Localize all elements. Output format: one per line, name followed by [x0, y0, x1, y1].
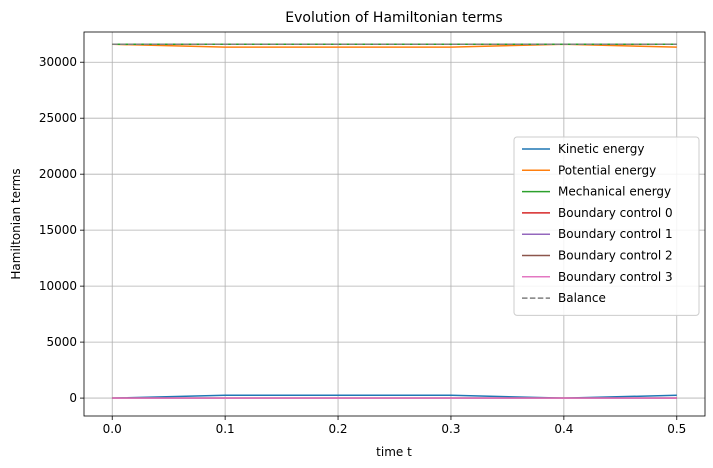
y-tick-label: 30000 [39, 55, 77, 69]
legend-label: Mechanical energy [558, 185, 671, 199]
legend-box [513, 136, 700, 316]
x-tick-label: 0.1 [216, 422, 235, 436]
legend-label: Boundary control 3 [558, 270, 673, 284]
legend-label: Kinetic energy [558, 142, 644, 156]
y-tick-label: 5000 [46, 335, 77, 349]
legend-label: Balance [558, 291, 606, 305]
chart-title: Evolution of Hamiltonian terms [285, 10, 502, 26]
y-axis-label: Hamiltonian terms [9, 168, 23, 279]
legend: Kinetic energy Potential energy Mechanical… [513, 136, 700, 316]
ticks: 0.0 0.1 0.2 0.3 0.4 0.5 0 5000 10000 15000 20000 25… [39, 55, 687, 436]
y-tick-label: 10000 [39, 279, 77, 293]
x-axis-label: time t [376, 445, 412, 459]
y-tick-label: 20000 [39, 167, 77, 181]
series-lines [112, 43, 677, 399]
x-tick-label: 0.2 [328, 422, 347, 436]
legend-label: Boundary control 0 [558, 206, 673, 220]
y-tick-label: 0 [69, 391, 77, 405]
y-tick-label: 25000 [39, 111, 77, 125]
y-tick-label: 15000 [39, 223, 77, 237]
x-tick-label: 0.3 [441, 422, 460, 436]
plot-frame [83, 31, 706, 417]
legend-label: Boundary control 1 [558, 227, 673, 241]
x-tick-label: 0.5 [667, 422, 686, 436]
legend-label: Boundary control 2 [558, 249, 673, 263]
legend-label: Potential energy [558, 163, 656, 177]
x-tick-label: 0.0 [103, 422, 122, 436]
x-tick-label: 0.4 [554, 422, 573, 436]
